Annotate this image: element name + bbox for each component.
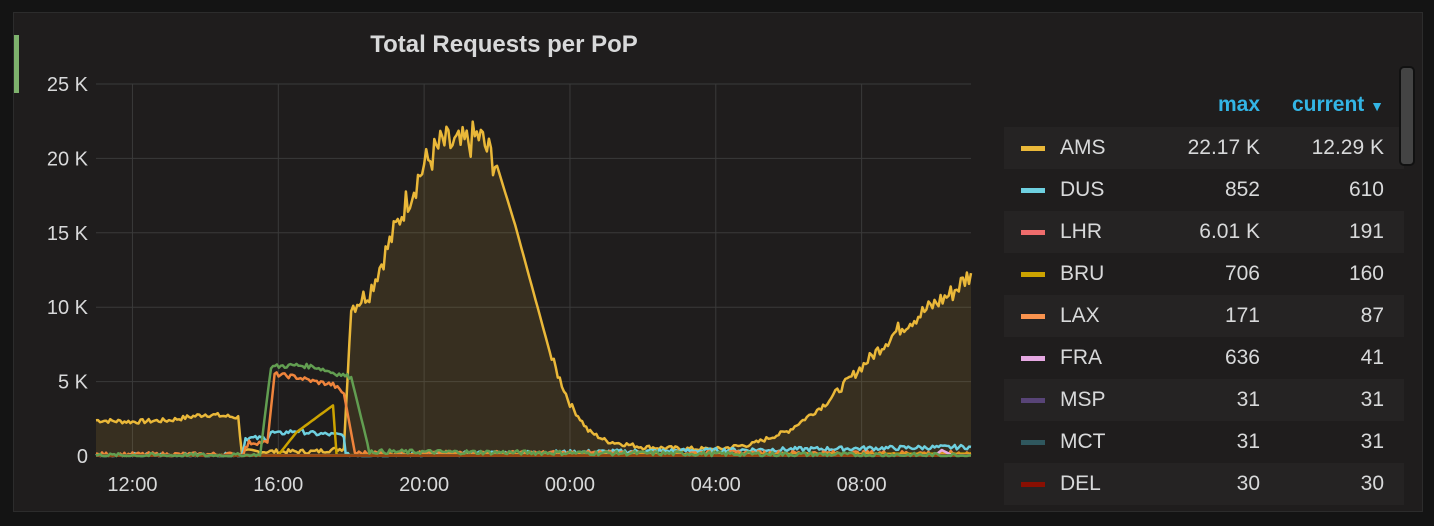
legend-series-name[interactable]: LAX bbox=[1060, 304, 1100, 327]
legend: max current ▼ AMS 22.17 K 12.29 K DUS 852 610… bbox=[1004, 83, 1404, 505]
legend-color-swatch[interactable] bbox=[1021, 314, 1045, 319]
legend-color-swatch[interactable] bbox=[1021, 188, 1045, 193]
legend-current-value: 610 bbox=[1348, 178, 1384, 201]
legend-row-fra[interactable]: FRA 636 41 bbox=[1004, 337, 1404, 379]
legend-current-column-header[interactable]: current ▼ bbox=[1291, 93, 1384, 116]
chart-plot-area[interactable]: 0 5 K 10 K 15 K 20 K 25 K 12:00 16:00 20:00 00:00… bbox=[14, 13, 1014, 513]
legend-row-lhr[interactable]: LHR 6.01 K 191 bbox=[1004, 211, 1404, 253]
legend-color-swatch[interactable] bbox=[1021, 230, 1045, 235]
legend-color-swatch[interactable] bbox=[1021, 482, 1045, 487]
legend-header: max current ▼ bbox=[1004, 83, 1404, 127]
legend-max-value: 30 bbox=[1236, 472, 1260, 495]
legend-max-column-header[interactable]: max bbox=[1217, 93, 1260, 116]
series-area-ams bbox=[96, 121, 971, 456]
y-tick-label: 20 K bbox=[47, 148, 89, 170]
legend-max-value: 22.17 K bbox=[1187, 136, 1260, 159]
legend-max-value: 636 bbox=[1224, 346, 1260, 369]
legend-color-swatch[interactable] bbox=[1021, 146, 1045, 151]
series-line-unlabeled bbox=[95, 362, 971, 458]
legend-current-value: 87 bbox=[1360, 304, 1384, 327]
legend-series-name[interactable]: DEL bbox=[1060, 472, 1101, 495]
y-tick-label: 15 K bbox=[47, 223, 89, 245]
legend-current-value: 12.29 K bbox=[1311, 136, 1384, 159]
legend-current-value: 31 bbox=[1360, 430, 1384, 453]
panel-title[interactable]: Total Requests per PoP bbox=[370, 31, 638, 58]
y-tick-label: 5 K bbox=[58, 372, 89, 394]
x-tick-label: 04:00 bbox=[691, 474, 741, 496]
legend-rows: AMS 22.17 K 12.29 K DUS 852 610 LHR 6.01 K 191 BR… bbox=[1004, 127, 1404, 505]
legend-series-name[interactable]: DUS bbox=[1060, 178, 1105, 201]
legend-series-name[interactable]: MSP bbox=[1060, 388, 1106, 411]
y-tick-label: 0 bbox=[77, 446, 88, 468]
legend-max-value: 171 bbox=[1224, 304, 1260, 327]
legend-series-name[interactable]: BRU bbox=[1060, 262, 1105, 285]
legend-max-value: 31 bbox=[1236, 388, 1260, 411]
legend-row-lax[interactable]: LAX 171 87 bbox=[1004, 295, 1404, 337]
legend-scrollbar[interactable] bbox=[1399, 66, 1415, 166]
legend-row-dus[interactable]: DUS 852 610 bbox=[1004, 169, 1404, 211]
legend-max-value: 31 bbox=[1236, 430, 1260, 453]
x-tick-label: 00:00 bbox=[545, 474, 595, 496]
y-tick-label: 10 K bbox=[47, 297, 89, 319]
legend-current-value: 191 bbox=[1348, 220, 1384, 243]
caret-down-icon: ▼ bbox=[1370, 98, 1384, 114]
legend-row-mct[interactable]: MCT 31 31 bbox=[1004, 421, 1404, 463]
legend-max-value: 6.01 K bbox=[1199, 220, 1260, 243]
legend-color-swatch[interactable] bbox=[1021, 272, 1045, 277]
legend-series-name[interactable]: FRA bbox=[1060, 346, 1102, 369]
legend-series-name[interactable]: MCT bbox=[1060, 430, 1106, 453]
legend-row-ams[interactable]: AMS 22.17 K 12.29 K bbox=[1004, 127, 1404, 169]
legend-color-swatch[interactable] bbox=[1021, 440, 1045, 445]
x-tick-label: 20:00 bbox=[399, 474, 449, 496]
x-tick-label: 12:00 bbox=[107, 474, 157, 496]
panel-accent-bar bbox=[14, 35, 19, 93]
legend-current-value: 160 bbox=[1348, 262, 1384, 285]
legend-series-name[interactable]: LHR bbox=[1060, 220, 1103, 243]
legend-row-msp[interactable]: MSP 31 31 bbox=[1004, 379, 1404, 421]
legend-row-del[interactable]: DEL 30 30 bbox=[1004, 463, 1404, 505]
legend-color-swatch[interactable] bbox=[1021, 356, 1045, 361]
legend-color-swatch[interactable] bbox=[1021, 398, 1045, 403]
legend-current-value: 41 bbox=[1360, 346, 1384, 369]
x-tick-label: 16:00 bbox=[253, 474, 303, 496]
graph-panel: Total Requests per PoP 0 5 K 10 K 15 K 20 K 2… bbox=[13, 12, 1423, 512]
legend-series-name[interactable]: AMS bbox=[1060, 136, 1106, 159]
x-tick-label: 08:00 bbox=[837, 474, 887, 496]
legend-max-value: 852 bbox=[1224, 178, 1260, 201]
legend-row-bru[interactable]: BRU 706 160 bbox=[1004, 253, 1404, 295]
legend-current-value: 30 bbox=[1360, 472, 1384, 495]
legend-current-value: 31 bbox=[1360, 388, 1384, 411]
legend-max-value: 706 bbox=[1224, 262, 1260, 285]
y-tick-label: 25 K bbox=[47, 74, 89, 96]
